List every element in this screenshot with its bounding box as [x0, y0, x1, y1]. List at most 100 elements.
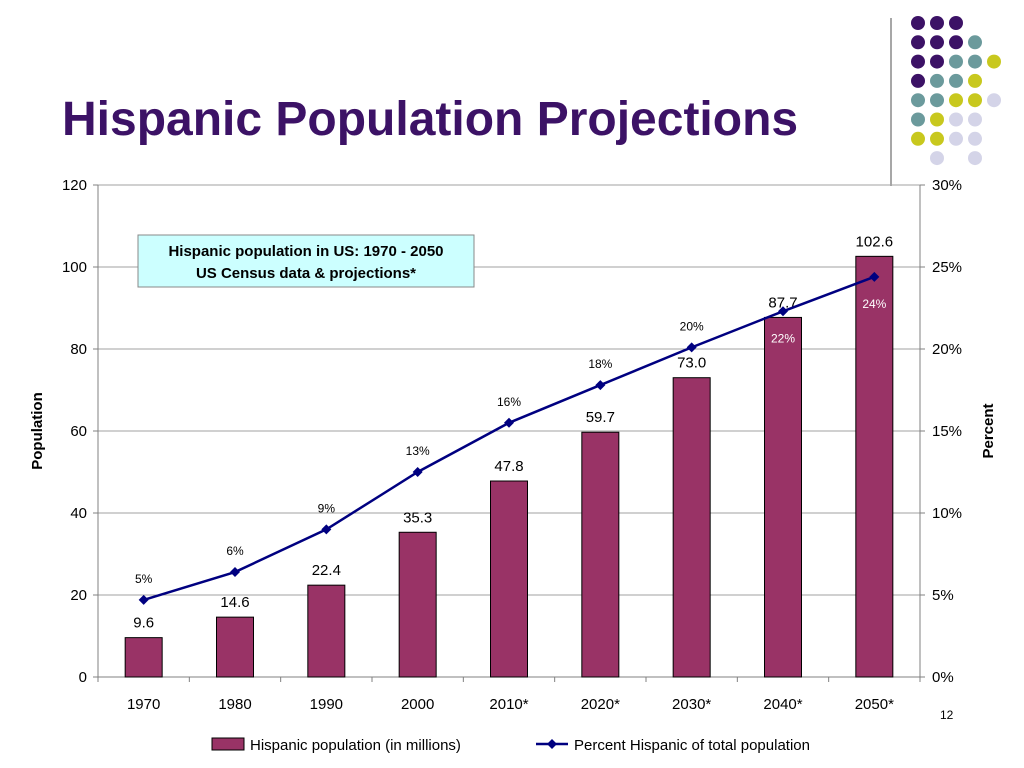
x-tick-label: 2000: [401, 696, 434, 713]
page-number: 12: [940, 708, 954, 722]
y-right-tick-label: 30%: [932, 177, 962, 194]
bar-value-label: 35.3: [403, 509, 432, 526]
x-tick-label: 2010*: [489, 696, 528, 713]
decorative-dot: [949, 93, 963, 108]
y-tick-label: 120: [62, 177, 87, 194]
decorative-dot: [968, 93, 982, 108]
decorative-dot: [949, 35, 963, 50]
bar: [581, 431, 620, 678]
y-right-tick-label: 25%: [932, 259, 962, 276]
x-tick-label: 2040*: [763, 696, 802, 713]
slide-title: Hispanic Population Projections: [62, 93, 799, 146]
decorative-dot: [949, 16, 963, 30]
bar-value-label: 22.4: [312, 562, 341, 579]
decorative-dot: [911, 54, 925, 69]
percent-label: 20%: [680, 319, 704, 333]
bar: [764, 316, 802, 678]
decorative-dot: [949, 73, 963, 88]
decorative-dot: [968, 35, 982, 50]
annotation-line2: US Census data & projections*: [196, 265, 416, 282]
bar-value-label: 73.0: [677, 355, 706, 372]
legend-bar-label: Hispanic population (in millions): [250, 737, 461, 754]
bar-value-label: 47.8: [494, 458, 523, 475]
bar: [307, 584, 346, 678]
decorative-dot: [968, 54, 982, 69]
bar-value-label: 9.6: [133, 615, 154, 632]
decorative-dot: [968, 151, 982, 166]
percent-label: 24%: [862, 297, 886, 311]
decorative-dot: [949, 112, 963, 127]
decorative-dot: [930, 35, 944, 50]
percent-label: 6%: [226, 544, 244, 558]
y-right-tick-label: 20%: [932, 341, 962, 358]
decorative-dot: [930, 112, 944, 127]
x-tick-label: 2030*: [672, 696, 711, 713]
legend-line-label: Percent Hispanic of total population: [574, 737, 810, 754]
y-tick-label: 0: [79, 669, 87, 686]
decorative-dot: [987, 93, 1001, 108]
bar: [398, 531, 437, 678]
percent-label: 16%: [497, 395, 521, 409]
y-tick-label: 40: [70, 505, 87, 522]
percent-marker: [595, 380, 606, 391]
percent-label: 18%: [588, 357, 612, 371]
y-tick-label: 60: [70, 423, 87, 440]
decorative-dot: [911, 93, 925, 108]
y-right-tick-label: 5%: [932, 587, 954, 604]
decorative-dot: [930, 16, 944, 30]
decorative-dot: [968, 73, 982, 88]
bar-value-label: 87.7: [768, 294, 797, 311]
x-tick-label: 1990: [310, 696, 343, 713]
decorative-dot: [911, 112, 925, 127]
decorative-dot: [911, 35, 925, 50]
annotation-box: [137, 234, 475, 288]
decorative-dot-grid: [890, 16, 1001, 186]
percent-marker: [321, 524, 332, 535]
bar: [672, 377, 711, 678]
legend-bar-swatch: [211, 737, 245, 751]
bar-value-label: 102.6: [856, 233, 894, 250]
percent-label: 22%: [771, 331, 795, 345]
x-tick-label: 1980: [218, 696, 251, 713]
decorative-dot: [930, 73, 944, 88]
y-axis-title: Population: [29, 392, 46, 470]
percent-marker: [869, 271, 880, 282]
decorative-dot: [911, 131, 925, 146]
bar: [490, 480, 528, 678]
y-tick-label: 20: [70, 587, 87, 604]
bar-value-label: 14.6: [220, 594, 249, 611]
percent-marker: [412, 467, 423, 477]
bar-value-label: 59.7: [586, 409, 615, 426]
x-tick-label: 1970: [127, 696, 160, 713]
decorative-dot: [930, 93, 944, 108]
decorative-dot: [911, 73, 925, 88]
annotation-line1: Hispanic population in US: 1970 - 2050: [168, 243, 443, 260]
y-right-axis-title: Percent: [980, 403, 997, 458]
decorative-dot: [930, 131, 944, 146]
percent-marker: [686, 342, 697, 353]
percent-marker: [504, 417, 514, 428]
y-tick-label: 80: [70, 341, 87, 358]
percent-label: 5%: [135, 572, 153, 586]
decorative-dot: [949, 131, 963, 146]
decorative-dot: [949, 54, 963, 69]
y-right-tick-label: 15%: [932, 423, 962, 440]
decorative-dot: [930, 54, 944, 69]
y-tick-label: 100: [62, 259, 87, 276]
decorative-dot: [968, 131, 982, 146]
decorative-dot: [911, 16, 925, 30]
legend-line-marker: [547, 739, 557, 749]
x-tick-label: 2020*: [581, 696, 620, 713]
decorative-dot: [930, 151, 944, 166]
bar: [216, 616, 254, 678]
percent-marker: [230, 567, 240, 578]
y-right-tick-label: 10%: [932, 505, 962, 522]
percent-marker: [138, 594, 149, 605]
percent-marker: [778, 306, 788, 317]
percent-label: 9%: [318, 501, 336, 515]
x-tick-label: 2050*: [855, 696, 894, 713]
bar: [855, 255, 894, 678]
bar: [124, 637, 163, 678]
y-right-tick-label: 0%: [932, 669, 954, 686]
